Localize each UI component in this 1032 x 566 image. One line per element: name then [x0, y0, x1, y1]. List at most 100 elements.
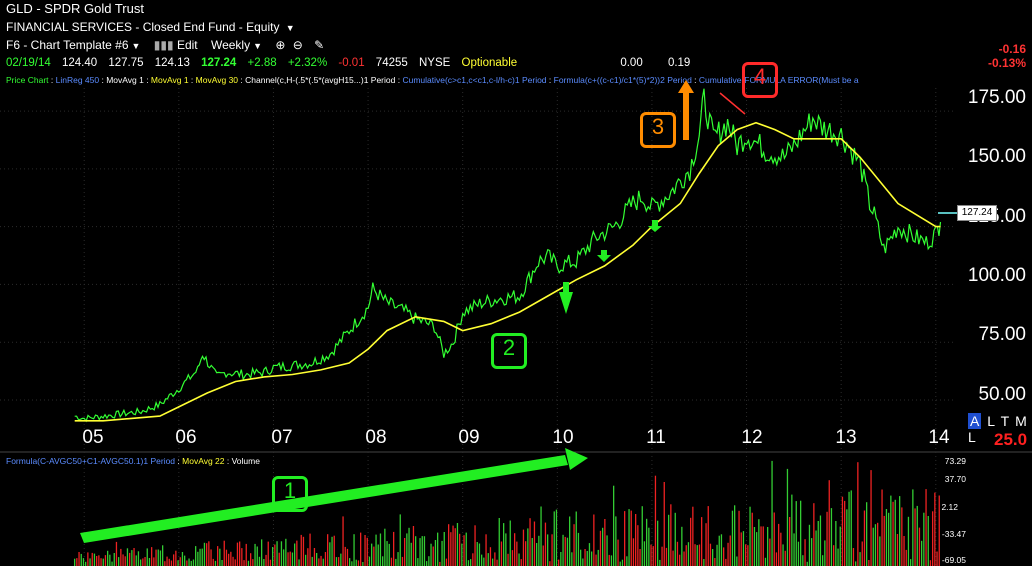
volume-bar — [89, 558, 91, 566]
draw-pen-icon[interactable]: ✎ — [314, 38, 325, 52]
volume-bar — [98, 555, 100, 566]
axis-m-button[interactable]: M — [1015, 413, 1027, 429]
volume-bar — [390, 557, 393, 566]
vol-ind-formula[interactable]: Formula(C-AVGC50+C1-AVGC50.1)1 Period — [6, 456, 176, 466]
ind-cumulative[interactable]: Cumulative(c>c1,c<c1,c-l/h-c)1 Period — [402, 75, 547, 85]
volume-bar — [641, 506, 643, 566]
volume-bar — [212, 558, 214, 566]
volume-bar — [113, 553, 115, 566]
volume-bar — [188, 558, 190, 566]
volume-bar — [892, 501, 894, 566]
ind-formula[interactable]: Formula(c+((c-c1)/c1*(5)*2))2 Period — [553, 75, 692, 85]
volume-bar — [681, 526, 683, 566]
volume-bar — [778, 523, 780, 566]
volume-bar — [397, 552, 399, 566]
ind-price[interactable]: Price Chart — [6, 75, 49, 85]
axis-auto-button[interactable]: A — [968, 413, 982, 429]
volume-bar — [591, 551, 593, 566]
volume-bar — [102, 558, 104, 566]
volume-bar — [736, 556, 738, 566]
chart-header: GLD - SPDR Gold Trust FINANCIAL SERVICES… — [0, 0, 1032, 72]
volume-bar — [584, 549, 586, 566]
volume-bar — [632, 538, 635, 566]
ind-cumulative-err[interactable]: Cumulative(FORMULA ERROR(Must be a — [698, 75, 859, 85]
volume-bar — [881, 489, 883, 566]
volume-bar — [157, 549, 159, 566]
volume-bar — [362, 562, 364, 566]
volume-bar — [408, 527, 410, 566]
ind-movavg1[interactable]: MovAvg 1 — [106, 75, 144, 85]
template-dropdown[interactable]: F6 - Chart Template #6 ▼ — [6, 38, 141, 52]
volume-bar — [588, 543, 591, 566]
zoom-in-icon[interactable]: ⊕ — [275, 38, 286, 52]
volume-bar — [866, 502, 868, 566]
ind-movavg1b[interactable]: MovAvg 1 — [150, 75, 189, 85]
vol-ind-movavg[interactable]: MovAvg 22 — [182, 456, 225, 466]
volume-bar — [646, 518, 648, 566]
volume-bar — [549, 561, 551, 566]
volume-bar — [206, 543, 208, 566]
volume-bar — [894, 499, 896, 566]
x-tick-14: 14 — [928, 427, 950, 448]
volume-bar — [426, 561, 428, 566]
change-box: -0.16 -0.13% — [988, 42, 1026, 70]
zoom-out-icon[interactable]: ⊖ — [292, 38, 303, 52]
quote-date: 02/19/14 — [6, 57, 51, 69]
callout-1: 1 — [272, 476, 308, 512]
volume-bar — [276, 541, 278, 566]
volume-bar — [366, 537, 368, 566]
volume-bar — [382, 556, 384, 566]
volume-bar — [566, 537, 569, 566]
volume-bar — [208, 541, 210, 566]
volume-bar — [538, 535, 540, 566]
period-dropdown[interactable]: Weekly ▼ — [210, 38, 263, 52]
volume-bar — [749, 506, 751, 566]
volume-bar — [417, 558, 419, 566]
volume-bar — [256, 546, 258, 566]
volume-bar — [186, 560, 188, 566]
volume-bar — [300, 534, 302, 566]
volume-bar — [463, 535, 465, 566]
volume-bar — [929, 560, 932, 566]
volume-bar — [575, 511, 577, 566]
volume-bar — [265, 554, 267, 566]
ind-linreg[interactable]: LinReg 450 — [55, 75, 100, 85]
volume-bar — [252, 559, 254, 566]
ind-movavg30[interactable]: MovAvg 30 — [195, 75, 239, 85]
volume-bar — [577, 532, 580, 566]
volume-bar — [258, 556, 261, 566]
volume-bar — [762, 526, 764, 566]
volume-bar — [483, 557, 485, 566]
volume-bar — [124, 556, 126, 566]
volume-bar — [852, 548, 855, 566]
symbol-title: GLD - SPDR Gold Trust — [6, 1, 144, 16]
volume-bar — [100, 558, 102, 566]
axis-t-button[interactable]: T — [1000, 413, 1010, 429]
axis-lock-button[interactable]: L — [987, 413, 996, 429]
volume-bar — [368, 556, 371, 566]
volume-bar — [861, 541, 863, 566]
volume-bar — [520, 559, 522, 566]
edit-button[interactable]: ▮▮▮ Edit — [153, 38, 198, 52]
ind-channel[interactable]: Channel(c,H-(.5*(.5*(avgH15...)1 Period — [245, 75, 396, 85]
price-tick-100: 100.00 — [967, 265, 1026, 286]
quote-field-1: 0.00 — [620, 57, 643, 69]
volume-bar — [313, 548, 316, 566]
volume-bar — [437, 532, 439, 566]
volume-bar — [509, 520, 511, 566]
quote-line: 02/19/14 124.40 127.75 124.13 127.24 +2.… — [6, 57, 698, 69]
volume-bar — [639, 549, 641, 566]
vol-ind-volume[interactable]: Volume — [231, 456, 260, 466]
volume-bar — [714, 558, 716, 566]
volume-bar — [780, 532, 782, 566]
volume-bar — [769, 538, 771, 566]
volume-bar — [333, 535, 335, 566]
volume-bar — [555, 509, 558, 566]
volume-bar — [815, 530, 817, 566]
volume-bar — [443, 532, 445, 566]
volume-bar — [731, 510, 734, 566]
volume-bar — [925, 489, 927, 566]
axis-l-button[interactable]: L — [968, 429, 976, 445]
subtitle-dropdown-icon[interactable]: ▼ — [285, 23, 295, 33]
